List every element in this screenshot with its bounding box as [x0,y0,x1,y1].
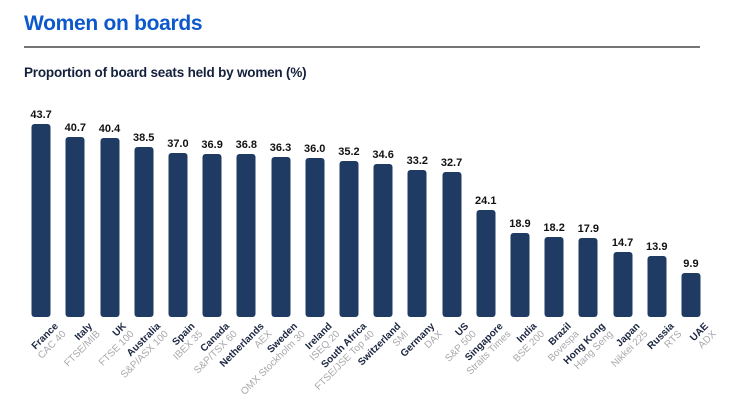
bar-group: 9.9 UAE ADX [674,121,719,351]
bar-group: 43.7 France CAC 40 [24,109,69,361]
bar-chart: 43.7 France CAC 40 40.7 Italy FTSE/MIB 40.4 UK F… [24,109,719,398]
bar [647,256,667,317]
bar-group: 36.3 Sweden OMX Stockholm 30 [240,121,309,398]
bar-group: 13.9 Russia RTS [640,121,685,352]
axis-label: Russia RTS [646,321,685,360]
bar-group: 37.0 Spain IBEX 35 [161,121,205,363]
bar-group: 17.9 Hong Kong Hang Seng [562,121,616,372]
bar [681,273,701,317]
bar [510,233,530,317]
bar [442,172,462,317]
bar-value-label: 40.7 [64,122,87,134]
bar [236,154,256,317]
bar-value-label: 32.7 [440,157,463,169]
axis-label: India BSE 200 [504,321,548,365]
bar-group: 33.2 Germany DAX [399,121,445,359]
bar-group: 38.5 Australia S&P/ASX 100 [120,121,172,381]
bar-group: 24.1 Singapore Straits Times [463,121,513,378]
bar-group: 40.7 Italy FTSE/MIB [58,121,103,369]
bar-group: 18.2 Brazil Bovespa [537,121,581,364]
bar-group: 18.9 India BSE 200 [503,121,547,365]
bar [407,170,427,317]
bar-value-label: 9.9 [683,258,699,270]
bar [305,158,325,317]
bar-group: 14.7 Japan Nikkei 225 [605,121,650,370]
bar-value-label: 18.9 [509,218,531,230]
bar-value-label: 37.0 [167,138,189,150]
bar [202,154,222,317]
bar-value-label: 36.9 [201,139,223,151]
bar-value-label: 13.9 [646,241,668,253]
bar-group: 36.0 Ireland ISEQ 20 [298,121,343,363]
bar [168,153,188,317]
bar-value-label: 36.8 [235,139,258,151]
bar-value-label: 43.7 [30,109,52,121]
axis-label: UAE ADX [688,321,719,352]
bar-group: 32.7 US S&P 500 [434,121,479,364]
bar-value-label: 35.2 [338,146,360,158]
bar-value-label: 34.6 [372,149,394,161]
bar-value-label: 36.3 [269,142,292,154]
bar [65,137,85,317]
bar [476,210,496,317]
bar-value-label: 36.0 [304,143,326,155]
bar-group: 36.9 Canada S&P/TSX 60 [192,121,239,376]
bar [544,237,564,317]
bar [613,252,633,317]
bar-group: 35.2 South Africa FTSE/JSE Top 40 [313,121,377,393]
page-title: Women on boards [24,12,203,35]
bar-value-label: 38.5 [132,132,155,144]
bar [578,238,598,317]
bar-value-label: 24.1 [475,195,497,207]
bar [339,161,359,317]
bar-group: 40.4 UK FTSE 100 [92,121,138,369]
bar-value-label: 33.2 [406,155,429,167]
bar [373,164,393,317]
bar [31,124,51,317]
bar-value-label: 18.2 [543,222,565,234]
bar-group: 36.8 Netherlands AEX [217,121,274,370]
title-divider [24,46,700,48]
bar [271,157,291,317]
bar [100,138,119,317]
bar [134,147,154,317]
bar-group: 34.6 Switzerland SMI [356,121,411,368]
bar-value-label: 40.4 [98,123,121,135]
bar-value-label: 14.7 [611,237,634,249]
chart-subtitle: Proportion of board seats held by women … [24,65,307,80]
axis-label: Japan Nikkei 225 [602,321,651,370]
bar-value-label: 17.9 [577,223,600,235]
